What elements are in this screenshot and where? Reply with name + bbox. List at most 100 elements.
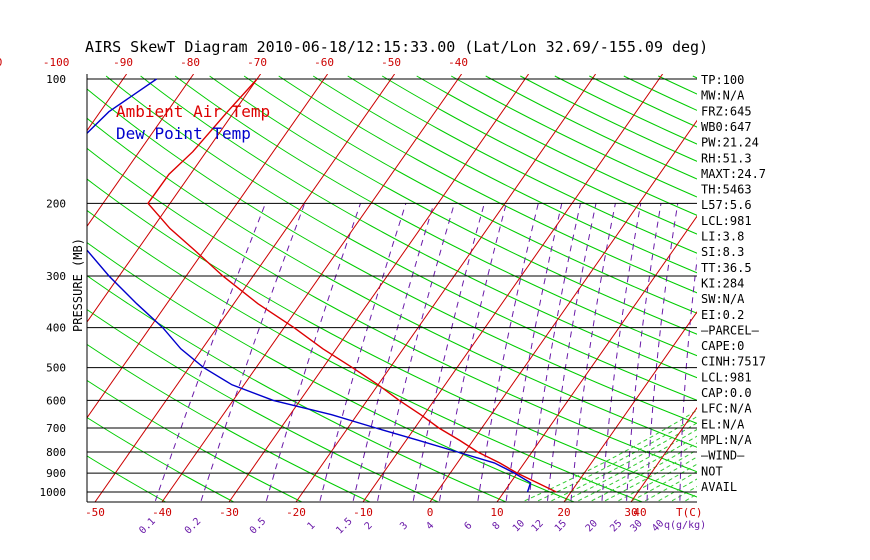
bottom-tick-label: -10 bbox=[353, 506, 373, 519]
dry-adiabat-line bbox=[87, 416, 234, 502]
bottom-tick-label: 30 bbox=[624, 506, 637, 519]
bottom-tick-label: -30 bbox=[219, 506, 239, 519]
pressure-tick-label: 800 bbox=[46, 446, 66, 459]
mixing-ratio-label: 12 bbox=[530, 518, 546, 534]
mixing-ratio-label: 10 bbox=[511, 518, 527, 534]
dry-adiabat-line bbox=[87, 308, 439, 502]
top-tick-label: -110 bbox=[0, 56, 2, 69]
bottom-tick-label: 20 bbox=[557, 506, 570, 519]
mixing-ratio-label: 15 bbox=[553, 518, 569, 534]
dry-adiabat-line bbox=[381, 75, 697, 235]
isotherm-lines bbox=[87, 74, 870, 502]
mixing-ratio-label: 25 bbox=[608, 518, 624, 534]
top-axis-tick-labels: -120-110-100-90-80-70-60-50-40 bbox=[0, 56, 468, 69]
sounding-index-item: TP:100 bbox=[701, 73, 744, 87]
top-tick-label: -70 bbox=[247, 56, 267, 69]
mixing-ratio-label: 20 bbox=[584, 518, 600, 534]
sounding-index-item: —PARCEL— bbox=[701, 323, 760, 337]
mixing-ratio-line bbox=[528, 203, 581, 501]
sounding-index-item: —WIND— bbox=[701, 449, 745, 463]
moist-adiabat-line bbox=[524, 409, 697, 502]
legend-entry-dewpoint: Dew Point Temp bbox=[116, 124, 251, 143]
mixing-ratio-line bbox=[439, 203, 507, 501]
sounding-index-item: TT:36.5 bbox=[701, 261, 752, 275]
dry-adiabat-line bbox=[87, 343, 371, 502]
isotherm-line bbox=[630, 406, 697, 502]
mixing-ratio-unit: q(g/kg) bbox=[664, 520, 706, 531]
bottom-axis-unit: T(C) bbox=[676, 506, 703, 519]
top-tick-label: -100 bbox=[43, 56, 70, 69]
sounding-index-item: FRZ:645 bbox=[701, 104, 752, 118]
sounding-index-item: EL:N/A bbox=[701, 417, 745, 431]
sounding-index-item: WB0:647 bbox=[701, 120, 752, 134]
moist-adiabat-line bbox=[658, 478, 697, 502]
sounding-index-item: MW:N/A bbox=[701, 89, 745, 103]
dry-adiabat-line bbox=[87, 117, 697, 448]
mixing-ratio-label: 3 bbox=[398, 520, 410, 532]
mixing-ratio-line bbox=[601, 203, 642, 501]
sounding-index-item: SI:8.3 bbox=[701, 245, 744, 259]
moist-adiabat-line bbox=[645, 470, 697, 502]
dry-adiabat-line bbox=[174, 75, 697, 357]
dry-adiabat-line bbox=[87, 379, 303, 502]
isotherm-line bbox=[429, 119, 697, 502]
isotherm-line bbox=[765, 74, 870, 502]
top-tick-label: -90 bbox=[113, 56, 133, 69]
mixing-ratio-labels: 0.1 0.2 0.5 1 1.5 2 3 4 6 8 10 12 15 20 25 30 40 bbox=[137, 516, 666, 537]
mixing-ratio-label: 8 bbox=[491, 520, 503, 532]
moist-adiabat-line bbox=[564, 428, 697, 502]
dry-adiabat-line bbox=[87, 88, 697, 424]
isotherm-line bbox=[563, 311, 697, 502]
dry-adiabat-line bbox=[450, 75, 697, 198]
pressure-tick-labels: 100 200 300 400 500 600 700 800 900 1000 bbox=[40, 73, 67, 499]
sounding-index-item: LCL:981 bbox=[701, 214, 752, 228]
dry-adiabat-line bbox=[140, 75, 697, 379]
isotherm-line bbox=[228, 74, 530, 502]
chart-title: AIRS SkewT Diagram 2010-06-18/12:15:33.0… bbox=[85, 38, 708, 56]
dry-adiabat-line bbox=[87, 275, 507, 502]
top-tick-label: -80 bbox=[180, 56, 200, 69]
dry-adiabat-line bbox=[485, 75, 697, 180]
dry-adiabat-line bbox=[209, 75, 697, 335]
mixing-ratio-line bbox=[477, 203, 539, 501]
isotherm-line bbox=[161, 74, 463, 502]
mixing-ratio-line bbox=[547, 203, 597, 501]
mixing-ratio-label: 0.2 bbox=[183, 516, 204, 537]
dewpoint-profile-line bbox=[87, 78, 532, 493]
sounding-index-item: TH:5463 bbox=[701, 183, 752, 197]
sounding-index-item: CAP:0.0 bbox=[701, 386, 752, 400]
mixing-ratio-line bbox=[265, 203, 361, 501]
bottom-tick-label: 0 bbox=[427, 506, 434, 519]
pressure-tick-label: 100 bbox=[46, 73, 66, 86]
sounding-series bbox=[87, 78, 557, 493]
moist-adiabat-line bbox=[537, 416, 697, 502]
dry-adiabat-line bbox=[243, 75, 697, 314]
sounding-index-item: MPL:N/A bbox=[701, 433, 752, 447]
isotherm-line bbox=[87, 74, 195, 228]
dry-adiabat-line bbox=[312, 75, 697, 274]
pressure-tick-label: 600 bbox=[46, 394, 66, 407]
sounding-index-item: PW:21.24 bbox=[701, 136, 759, 150]
mixing-ratio-label: 4 bbox=[424, 520, 436, 532]
mixing-ratio-line bbox=[679, 256, 697, 501]
sounding-index-item: LFC:N/A bbox=[701, 402, 752, 416]
moist-adiabat-line bbox=[578, 435, 697, 502]
sounding-index-item: NOT bbox=[701, 464, 723, 478]
bottom-tick-label: 10 bbox=[490, 506, 503, 519]
mixing-ratio-label: 1.5 bbox=[334, 516, 355, 537]
dry-adiabat-line bbox=[658, 75, 697, 95]
mixing-ratio-line bbox=[505, 203, 563, 501]
legend-entry-temp: Ambient Air Temp bbox=[116, 102, 270, 121]
mixing-ratio-lines bbox=[154, 203, 697, 501]
isotherm-line bbox=[295, 74, 597, 502]
pressure-tick-label: 200 bbox=[46, 197, 66, 210]
bottom-tick-label: 40 bbox=[633, 506, 646, 519]
isotherm-line bbox=[362, 74, 664, 502]
mixing-ratio-line bbox=[200, 203, 306, 501]
mixing-ratio-line bbox=[154, 203, 266, 501]
isobar-lines bbox=[87, 78, 697, 493]
sounding-index-item: KI:284 bbox=[701, 276, 744, 290]
sounding-index-item: LI:3.8 bbox=[701, 230, 744, 244]
y-axis-label: PRESSURE (MB) bbox=[71, 238, 85, 332]
